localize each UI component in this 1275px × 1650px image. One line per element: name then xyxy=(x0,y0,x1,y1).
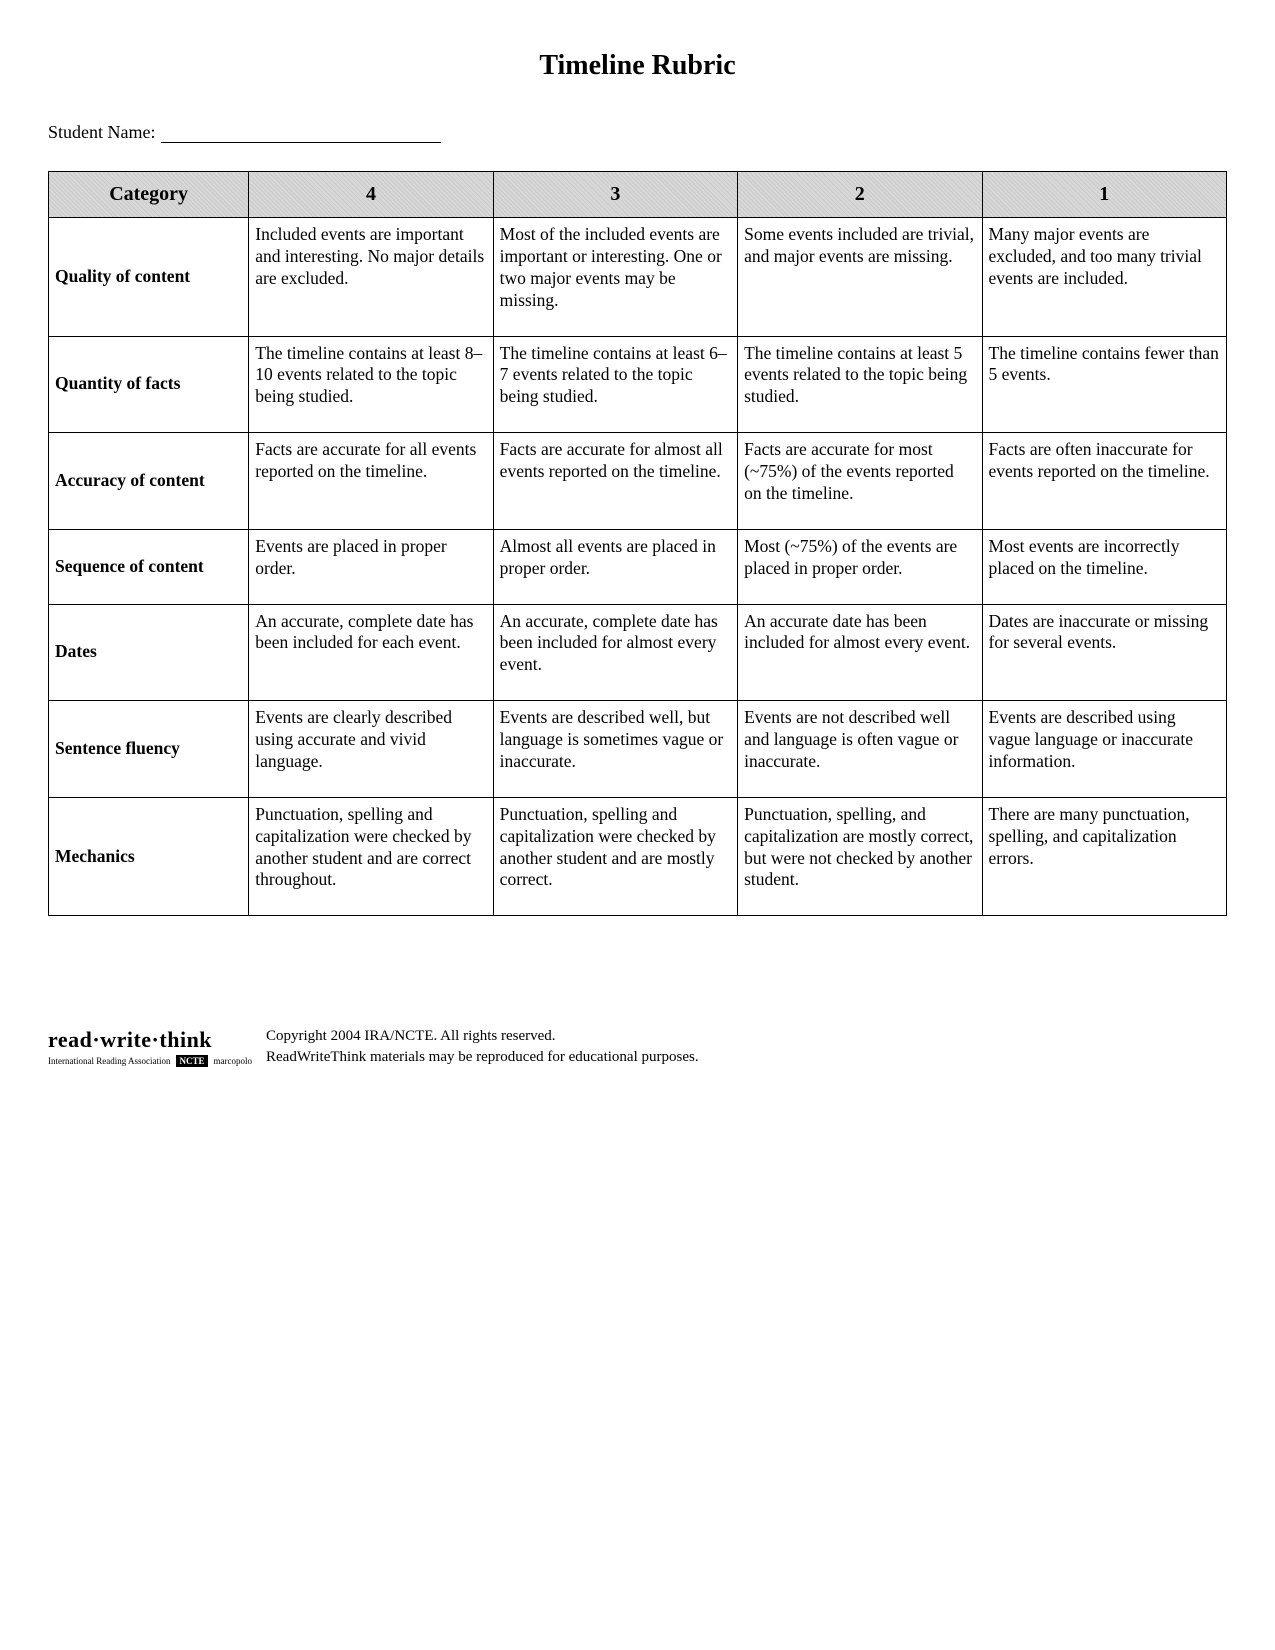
footer: read·write·think International Reading A… xyxy=(48,1026,1227,1067)
col-header-4: 4 xyxy=(249,172,493,218)
table-header-row: Category 4 3 2 1 xyxy=(49,172,1227,218)
score-1-cell: Events are described using vague languag… xyxy=(982,701,1226,798)
score-4-cell: Included events are important and intere… xyxy=(249,218,493,337)
col-header-2: 2 xyxy=(738,172,982,218)
score-3-cell: The timeline contains at least 6–7 event… xyxy=(493,336,737,433)
footer-text: Copyright 2004 IRA/NCTE. All rights rese… xyxy=(266,1026,699,1067)
score-1-cell: Many major events are excluded, and too … xyxy=(982,218,1226,337)
rubric-table: Category 4 3 2 1 Quality of content Incl… xyxy=(48,171,1227,916)
category-cell: Quality of content xyxy=(49,218,249,337)
score-2-cell: Some events included are trivial, and ma… xyxy=(738,218,982,337)
ncte-label: NCTE xyxy=(176,1055,207,1067)
score-2-cell: Punctuation, spelling, and capitalizatio… xyxy=(738,797,982,916)
score-2-cell: Most (~75%) of the events are placed in … xyxy=(738,529,982,604)
score-1-cell: Most events are incorrectly placed on th… xyxy=(982,529,1226,604)
score-4-cell: Events are placed in proper order. xyxy=(249,529,493,604)
readwritethink-logo: read·write·think xyxy=(48,1027,252,1053)
score-4-cell: Punctuation, spelling and capitalization… xyxy=(249,797,493,916)
table-row: Quantity of facts The timeline contains … xyxy=(49,336,1227,433)
score-2-cell: The timeline contains at least 5 events … xyxy=(738,336,982,433)
category-cell: Sequence of content xyxy=(49,529,249,604)
table-row: Dates An accurate, complete date has bee… xyxy=(49,604,1227,701)
marcopolo-label: marcopolo xyxy=(214,1056,253,1066)
score-3-cell: An accurate, complete date has been incl… xyxy=(493,604,737,701)
category-cell: Mechanics xyxy=(49,797,249,916)
ira-label: International Reading Association xyxy=(48,1056,170,1066)
score-3-cell: Events are described well, but language … xyxy=(493,701,737,798)
reproduction-line: ReadWriteThink materials may be reproduc… xyxy=(266,1047,699,1067)
score-2-cell: Events are not described well and langua… xyxy=(738,701,982,798)
score-2-cell: An accurate date has been included for a… xyxy=(738,604,982,701)
score-4-cell: An accurate, complete date has been incl… xyxy=(249,604,493,701)
category-cell: Quantity of facts xyxy=(49,336,249,433)
table-row: Quality of content Included events are i… xyxy=(49,218,1227,337)
student-name-label: Student Name: xyxy=(48,122,155,143)
table-row: Mechanics Punctuation, spelling and capi… xyxy=(49,797,1227,916)
score-4-cell: Events are clearly described using accur… xyxy=(249,701,493,798)
score-3-cell: Punctuation, spelling and capitalization… xyxy=(493,797,737,916)
table-row: Sequence of content Events are placed in… xyxy=(49,529,1227,604)
score-3-cell: Almost all events are placed in proper o… xyxy=(493,529,737,604)
score-4-cell: Facts are accurate for all events report… xyxy=(249,433,493,530)
score-1-cell: Facts are often inaccurate for events re… xyxy=(982,433,1226,530)
table-row: Sentence fluency Events are clearly desc… xyxy=(49,701,1227,798)
score-2-cell: Facts are accurate for most (~75%) of th… xyxy=(738,433,982,530)
category-cell: Accuracy of content xyxy=(49,433,249,530)
score-1-cell: There are many punctuation, spelling, an… xyxy=(982,797,1226,916)
table-row: Accuracy of content Facts are accurate f… xyxy=(49,433,1227,530)
student-name-blank-line xyxy=(161,123,441,143)
footer-logo: read·write·think International Reading A… xyxy=(48,1027,252,1067)
score-3-cell: Most of the included events are importan… xyxy=(493,218,737,337)
col-header-category: Category xyxy=(49,172,249,218)
student-name-row: Student Name: xyxy=(48,122,1227,143)
col-header-1: 1 xyxy=(982,172,1226,218)
score-3-cell: Facts are accurate for almost all events… xyxy=(493,433,737,530)
col-header-3: 3 xyxy=(493,172,737,218)
score-4-cell: The timeline contains at least 8–10 even… xyxy=(249,336,493,433)
page-title: Timeline Rubric xyxy=(48,50,1227,82)
category-cell: Dates xyxy=(49,604,249,701)
category-cell: Sentence fluency xyxy=(49,701,249,798)
footer-logo-sub: International Reading Association NCTE m… xyxy=(48,1055,252,1067)
score-1-cell: Dates are inaccurate or missing for seve… xyxy=(982,604,1226,701)
copyright-line: Copyright 2004 IRA/NCTE. All rights rese… xyxy=(266,1026,699,1046)
score-1-cell: The timeline contains fewer than 5 event… xyxy=(982,336,1226,433)
